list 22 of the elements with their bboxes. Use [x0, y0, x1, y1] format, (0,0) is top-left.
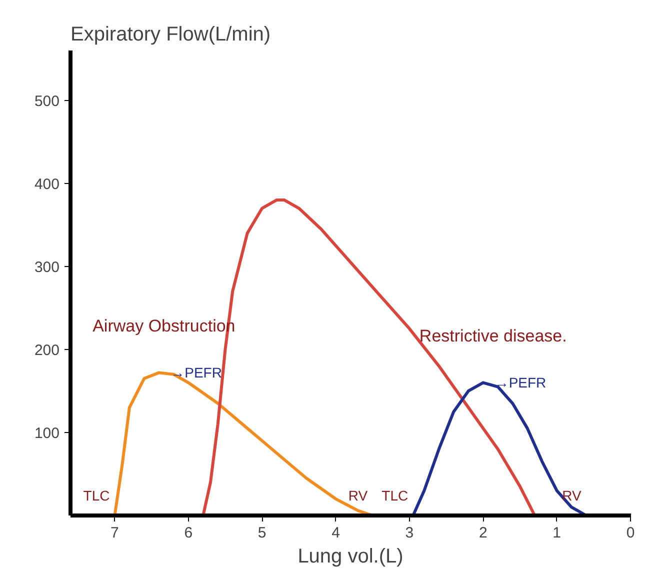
x-tick-label: 1: [552, 524, 561, 542]
annotation: TLC: [83, 488, 110, 504]
annotation: TLC: [382, 488, 408, 504]
y-axis-title: Expiratory Flow(L/min): [70, 24, 271, 46]
x-tick-label: 0: [626, 524, 635, 542]
x-tick-label: 5: [258, 524, 266, 542]
x-tick-label: 3: [405, 524, 414, 542]
x-tick-label: 4: [332, 524, 340, 542]
y-tick-label: 200: [34, 342, 60, 359]
annotation: RV: [348, 488, 368, 504]
y-tick-label: 500: [34, 92, 60, 110]
annotation: →PEFR: [170, 364, 222, 381]
x-axis-title: Lung vol.(L): [298, 546, 404, 568]
annotation: RV: [562, 488, 582, 504]
y-tick-label: 100: [34, 424, 60, 442]
y-tick-label: 400: [34, 176, 60, 193]
text: Restrictive disease.: [419, 326, 567, 346]
x-tick-label: 2: [478, 524, 488, 542]
y-tick-label: 300: [34, 258, 60, 276]
x-tick-label: 7: [110, 524, 119, 542]
x-tick-label: 6: [184, 524, 193, 542]
annotation: →PEFR: [494, 374, 546, 391]
